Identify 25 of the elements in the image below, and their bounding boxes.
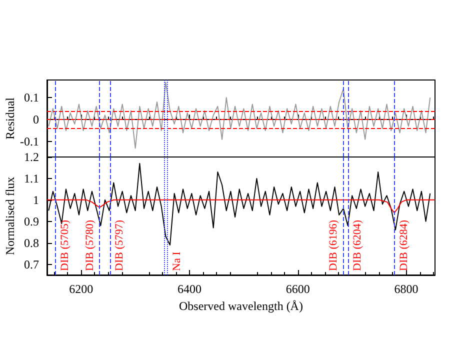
y-axis-title: Residual [3,96,17,140]
y-tick-label: 0.8 [24,236,39,250]
y-tick-label: 0 [33,112,39,127]
ref-line-label: DIB (5797) [113,220,126,271]
ref-line-label: DIB (6284) [398,220,410,271]
ref-line-label: DIB (6196) [327,220,340,271]
y-tick-label: 1.1 [24,171,39,186]
x-tick-label: 6600 [286,282,310,296]
line-series [46,199,436,214]
y-axis-title: Normalised flux [3,176,17,256]
x-axis-title: Observed wavelength (Å) [179,298,303,313]
line-series [48,82,431,149]
y-tick-label: 1.2 [24,150,39,164]
ref-line-label: DIB (6204) [351,220,364,271]
y-tick-label: 1 [33,192,39,207]
y-tick-label: 0.1 [24,90,39,105]
y-tick-label: 0.9 [24,214,39,228]
x-tick-label: 6400 [178,282,202,296]
x-tick-label: 6800 [394,282,418,296]
y-tick-label: -0.1 [20,134,39,149]
y-tick-label: 0.7 [24,257,39,272]
ref-line-label: DIB (5780) [84,220,96,271]
ref-line-label: Na I [170,251,183,271]
ref-line-label: DIB (5705) [59,220,72,271]
x-tick-label: 6200 [69,282,94,296]
